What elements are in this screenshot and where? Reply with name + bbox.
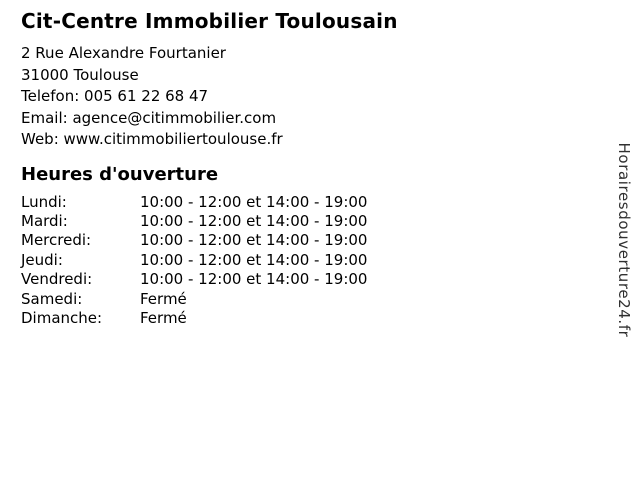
- hours-row-tuesday: Mardi: 10:00 - 12:00 et 14:00 - 19:00: [21, 212, 600, 231]
- day-label: Lundi:: [21, 192, 67, 211]
- day-label: Mardi:: [21, 211, 68, 230]
- hours-value: 10:00 - 12:00 et 14:00 - 19:00: [140, 270, 368, 289]
- address-line-1: 2 Rue Alexandre Fourtanier: [21, 44, 226, 62]
- day-label: Samedi:: [21, 289, 83, 308]
- hours-value: 10:00 - 12:00 et 14:00 - 19:00: [140, 250, 368, 269]
- email-line: Email: agence@citimmobilier.com: [21, 108, 277, 127]
- day-label: Jeudi:: [21, 250, 63, 269]
- day-label: Dimanche:: [21, 308, 103, 327]
- phone-line: Telefon: 005 61 22 68 47: [21, 87, 209, 105]
- hours-value: Fermé: [140, 289, 187, 308]
- website-line: Web: www.citimmobiliertoulouse.fr: [21, 130, 283, 148]
- hours-heading: Heures d'ouverture: [21, 163, 219, 185]
- hours-row-monday: Lundi: 10:00 - 12:00 et 14:00 - 19:00: [21, 193, 600, 212]
- hours-row-saturday: Samedi: Fermé: [21, 290, 600, 309]
- day-label: Vendredi:: [21, 270, 93, 289]
- hours-row-wednesday: Mercredi: 10:00 - 12:00 et 14:00 - 19:00: [21, 231, 600, 250]
- address-line-2: 31000 Toulouse: [21, 65, 139, 84]
- day-label: Mercredi:: [21, 231, 92, 250]
- hours-value: 10:00 - 12:00 et 14:00 - 19:00: [140, 211, 368, 230]
- hours-row-thursday: Jeudi: 10:00 - 12:00 et 14:00 - 19:00: [21, 251, 600, 270]
- hours-table: Lundi: 10:00 - 12:00 et 14:00 - 19:00 Ma…: [21, 193, 600, 329]
- hours-value: 10:00 - 12:00 et 14:00 - 19:00: [140, 192, 368, 211]
- contact-info: 2 Rue Alexandre Fourtanier 31000 Toulous…: [21, 43, 600, 151]
- hours-value: 10:00 - 12:00 et 14:00 - 19:00: [140, 231, 368, 250]
- hours-value: Fermé: [140, 308, 187, 327]
- hours-row-sunday: Dimanche: Fermé: [21, 309, 600, 328]
- hours-row-friday: Vendredi: 10:00 - 12:00 et 14:00 - 19:00: [21, 270, 600, 289]
- watermark-site-name: Horairesdouverture24.fr: [615, 142, 633, 338]
- page-title: Cit-Centre Immobilier Toulousain: [21, 9, 398, 33]
